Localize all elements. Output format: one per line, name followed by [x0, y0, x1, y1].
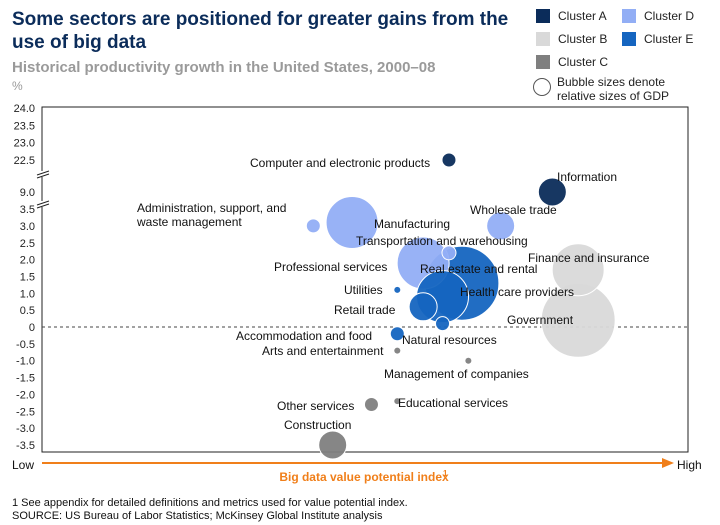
axis-break-gap	[36, 201, 50, 207]
x-axis-title-footnote-marker: 1	[443, 469, 448, 478]
point-label-educational-services: Educational services	[398, 396, 508, 410]
bubble-administration-support-and-waste-management	[305, 218, 321, 234]
axis-break-mark	[36, 203, 50, 209]
y-tick-label: 23.5	[14, 120, 35, 132]
bubble-wholesale-trade	[486, 211, 516, 241]
point-label-information: Information	[557, 170, 617, 184]
axis-break-gap	[36, 171, 50, 177]
point-label-transportation-and-warehousing: Transportation and warehousing	[356, 234, 528, 248]
point-label-administration-support-and-waste-management: Administration, support, and	[137, 201, 286, 215]
legend-item-cluster-b: Cluster B	[536, 32, 607, 46]
y-tick-label: -2.0	[16, 389, 35, 401]
y-tick-label: 3.5	[20, 204, 35, 216]
point-label-accommodation-and-food: Accommodation and food	[236, 329, 372, 343]
bubble-size-circle-icon	[533, 78, 551, 96]
point-label-manufacturing: Manufacturing	[374, 217, 450, 231]
y-unit-label: %	[12, 79, 23, 93]
chart-subtitle: Historical productivity growth in the Un…	[12, 59, 436, 76]
legend-swatch-cluster-b	[536, 32, 550, 46]
x-axis-low-label: Low	[12, 458, 34, 472]
y-tick-label: -0.5	[16, 339, 35, 351]
y-tick-label: 3.0	[20, 221, 35, 233]
axis-break-mark	[36, 173, 50, 179]
legend-swatch-cluster-a	[536, 9, 550, 23]
point-label-retail-trade: Retail trade	[334, 303, 396, 317]
chart-title: Some sectors are positioned for greater …	[12, 9, 509, 53]
bubble-other-services	[363, 397, 379, 413]
bubble-transportation-and-warehousing	[441, 245, 457, 261]
bubble-arts-and-entertainment	[394, 347, 401, 354]
point-label-real-estate-and-rental: Real estate and rental	[420, 262, 537, 276]
y-tick-label: -3.0	[16, 423, 35, 435]
point-label-utilities: Utilities	[344, 283, 383, 297]
bubble-management-of-companies	[465, 357, 472, 364]
bubble-construction	[318, 430, 348, 460]
point-label-management-of-companies: Management of companies	[384, 367, 529, 381]
point-label-professional-services: Professional services	[274, 260, 387, 274]
y-tick-label: -2.5	[16, 406, 35, 418]
footnote: 1 See appendix for detailed definitions …	[12, 497, 408, 523]
y-tick-label: 23.0	[14, 138, 35, 150]
bubble-information	[537, 177, 567, 207]
bubble-size-note: Bubble sizes denote relative sizes of GD…	[533, 75, 687, 103]
legend-item-cluster-a: Cluster A	[536, 9, 607, 23]
x-axis-arrow-head	[662, 458, 674, 468]
legend-label-cluster-e: Cluster E	[644, 32, 694, 46]
legend-swatch-cluster-d	[622, 9, 636, 23]
y-tick-label: -1.5	[16, 373, 35, 385]
legend-item-cluster-e: Cluster E	[622, 32, 693, 46]
x-axis-title: Big data value potential index	[279, 470, 449, 484]
legend-label-cluster-b: Cluster B	[558, 32, 608, 46]
point-label-construction: Construction	[284, 418, 351, 432]
plot-frame	[41, 106, 689, 453]
legend-swatch-cluster-e	[622, 32, 636, 46]
axis-break-mark	[36, 170, 50, 176]
bubble-utilities	[394, 286, 401, 293]
y-tick-label: 0.5	[20, 305, 35, 317]
y-tick-label: 1.5	[20, 271, 35, 283]
point-label-wholesale-trade: Wholesale trade	[470, 203, 557, 217]
y-tick-label: 2.0	[20, 255, 35, 267]
bubble-natural-resources	[435, 316, 451, 332]
point-label-health-care-providers: Health care providers	[460, 285, 574, 299]
y-tick-label: -3.5	[16, 440, 35, 452]
y-tick-label: 24.0	[14, 103, 35, 115]
point-label-other-services: Other services	[277, 399, 354, 413]
legend-label-cluster-c: Cluster C	[558, 55, 609, 69]
y-tick-label: 2.5	[20, 238, 35, 250]
bubble-size-note-text: Bubble sizes denote relative sizes of GD…	[557, 75, 670, 103]
point-label-government: Government	[507, 313, 574, 327]
bubble-educational-services	[394, 398, 401, 405]
legend-swatch-cluster-c	[536, 55, 550, 69]
point-label-natural-resources: Natural resources	[402, 333, 497, 347]
y-tick-label: 22.5	[14, 155, 35, 167]
axis-break-mark	[36, 200, 50, 206]
legend-label-cluster-a: Cluster A	[558, 9, 607, 23]
y-tick-label: 0	[29, 322, 35, 334]
y-tick-label: 9.0	[20, 187, 35, 199]
legend-label-cluster-d: Cluster D	[644, 9, 695, 23]
bubble-manufacturing	[325, 196, 379, 250]
bubble-accommodation-and-food	[389, 326, 405, 342]
y-tick-label: -1.0	[16, 356, 35, 368]
legend-item-cluster-c: Cluster C	[536, 55, 608, 69]
point-label-administration-support-and-waste-management: waste management	[136, 215, 242, 229]
footnote-1: 1 See appendix for detailed definitions …	[12, 497, 408, 509]
bubble-computer-and-electronic-products	[441, 152, 457, 168]
x-axis-high-label: High	[677, 458, 702, 472]
footnote-source: SOURCE: US Bureau of Labor Statistics; M…	[12, 510, 383, 522]
y-tick-label: 1.0	[20, 288, 35, 300]
point-label-finance-and-insurance: Finance and insurance	[528, 251, 650, 265]
point-label-arts-and-entertainment: Arts and entertainment	[262, 344, 384, 358]
legend-item-cluster-d: Cluster D	[622, 9, 694, 23]
bubble-retail-trade	[408, 292, 438, 322]
point-label-computer-and-electronic-products: Computer and electronic products	[250, 156, 430, 170]
bubble-finance-and-insurance	[551, 243, 605, 297]
